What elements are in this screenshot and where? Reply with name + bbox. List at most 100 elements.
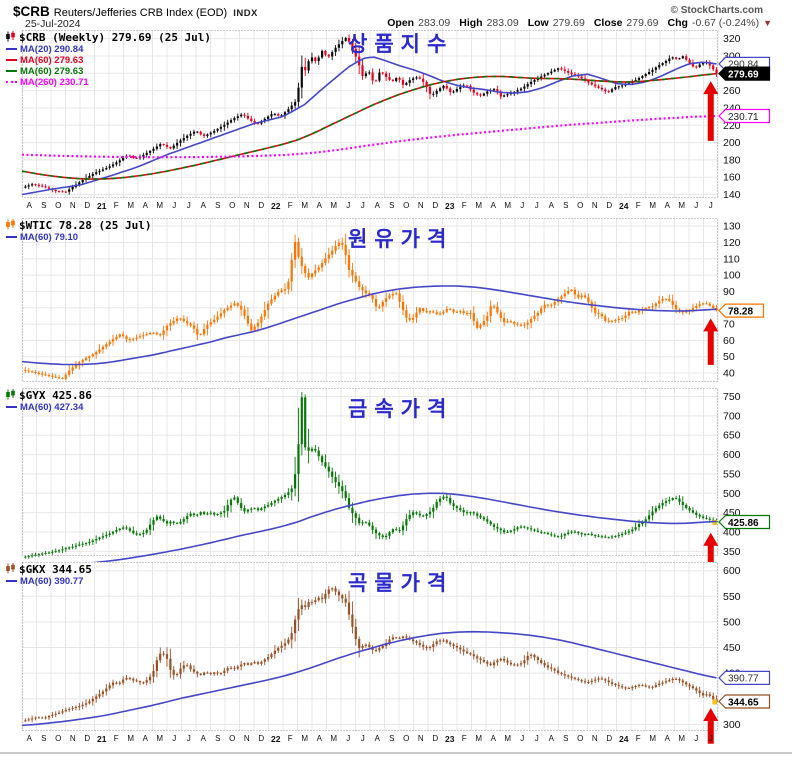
- month-label: J: [708, 734, 713, 743]
- annotation-crude-oil-price: 원유가격: [348, 228, 454, 251]
- month-label: A: [142, 201, 148, 210]
- month-label: A: [664, 201, 670, 210]
- month-label: S: [563, 734, 569, 743]
- price-label-text: 78.28: [728, 306, 753, 317]
- month-label: F: [113, 734, 119, 743]
- month-label: N: [417, 734, 424, 743]
- month-label: N: [591, 734, 598, 743]
- exchange-tag: INDX: [233, 8, 258, 19]
- svg-text:350: 350: [723, 546, 741, 558]
- month-label: J: [360, 734, 365, 743]
- month-label: D: [432, 734, 439, 743]
- month-label: S: [563, 201, 569, 210]
- month-label: A: [316, 734, 322, 743]
- last-candle-highlight: [712, 699, 717, 705]
- month-label: D: [84, 734, 91, 743]
- month-label: 21: [97, 734, 107, 744]
- chart-title: Reuters/Jefferies CRB Index (EOD): [53, 7, 228, 19]
- low-label: Low: [527, 17, 549, 29]
- price-label-text: 425.86: [728, 518, 759, 529]
- close-value: 279.69: [626, 17, 659, 29]
- month-label: M: [678, 734, 686, 743]
- month-label: A: [548, 201, 554, 210]
- month-label: O: [55, 201, 62, 210]
- month-label: M: [475, 201, 483, 210]
- annotation-commodity-index: 상품지수: [348, 33, 454, 56]
- price-label-text: 279.69: [728, 69, 759, 80]
- month-label: O: [229, 201, 236, 210]
- svg-text:140: 140: [723, 189, 741, 201]
- month-label: N: [417, 201, 424, 210]
- price-label: [718, 303, 765, 318]
- svg-text:300: 300: [723, 719, 741, 731]
- chart-date: 25-Jul-2024: [25, 18, 81, 30]
- ma-line-2: [21, 114, 717, 159]
- month-label: A: [200, 734, 206, 743]
- month-label: M: [301, 201, 309, 210]
- x-axis-months-top: A S O N D 21 F M A M J J A S O N D 22 F M A M J J A S O N D 23 F M A M J J A…: [0, 199, 792, 213]
- low-value: 279.69: [552, 17, 585, 29]
- wtic-plot: 40506070809010011012013078.28: [21, 218, 765, 382]
- month-label: M: [301, 734, 309, 743]
- up-arrow-icon: [703, 707, 719, 744]
- month-label: A: [490, 734, 496, 743]
- month-label: F: [287, 201, 293, 210]
- open-label: Open: [387, 17, 415, 29]
- svg-text:200: 200: [723, 137, 741, 149]
- candle-series: [24, 392, 718, 559]
- price-label-text: 230.71: [728, 112, 759, 123]
- candle-series: [24, 34, 718, 195]
- month-label: J: [360, 201, 365, 210]
- bottom-separator: [0, 752, 792, 754]
- month-label: M: [678, 201, 686, 210]
- month-label: N: [243, 734, 250, 743]
- month-label: F: [635, 201, 641, 210]
- month-label: M: [504, 734, 512, 743]
- month-label: D: [84, 201, 91, 210]
- svg-text:450: 450: [723, 507, 741, 519]
- chg-label: Chg: [667, 17, 688, 29]
- month-label: D: [606, 201, 613, 210]
- month-label: J: [346, 734, 351, 743]
- month-label: S: [41, 734, 47, 743]
- month-label: 22: [271, 201, 281, 211]
- month-label: D: [606, 734, 613, 743]
- price-label: [718, 514, 771, 530]
- month-label: A: [374, 201, 380, 210]
- ma-line-1-overlay: [21, 72, 717, 180]
- month-label: F: [113, 201, 119, 210]
- svg-text:50: 50: [723, 351, 735, 363]
- svg-text:70: 70: [723, 319, 735, 331]
- svg-text:60: 60: [723, 335, 735, 347]
- month-label: F: [461, 201, 467, 210]
- month-label: 24: [619, 201, 629, 211]
- ma-line-0: [21, 630, 717, 727]
- month-label: J: [186, 201, 191, 210]
- svg-text:700: 700: [723, 410, 741, 422]
- svg-text:120: 120: [723, 237, 741, 249]
- month-label: J: [694, 201, 699, 210]
- month-label: A: [664, 734, 670, 743]
- month-label: J: [708, 201, 713, 210]
- quote-row: 25-Jul-2024 Open 283.09 High 283.09 Low 279.6…: [25, 17, 772, 30]
- month-label: O: [403, 734, 410, 743]
- y-axis-labels: 350 400 450 500 550 600 650 700 750: [723, 391, 741, 558]
- month-label: M: [127, 201, 135, 210]
- month-label: O: [55, 734, 62, 743]
- up-arrow-icon: [703, 532, 719, 568]
- svg-text:500: 500: [723, 488, 741, 500]
- svg-text:130: 130: [723, 221, 741, 233]
- ma-line-0: [21, 285, 717, 366]
- price-label: [718, 694, 771, 709]
- svg-text:750: 750: [723, 391, 741, 403]
- month-label: S: [215, 201, 221, 210]
- close-label: Close: [593, 17, 623, 29]
- month-label: O: [577, 201, 584, 210]
- month-label: 23: [445, 201, 455, 211]
- chg-dropdown-icon[interactable]: ▼: [763, 18, 772, 28]
- month-label: N: [69, 201, 76, 210]
- month-label: M: [156, 201, 164, 210]
- month-label: A: [548, 734, 554, 743]
